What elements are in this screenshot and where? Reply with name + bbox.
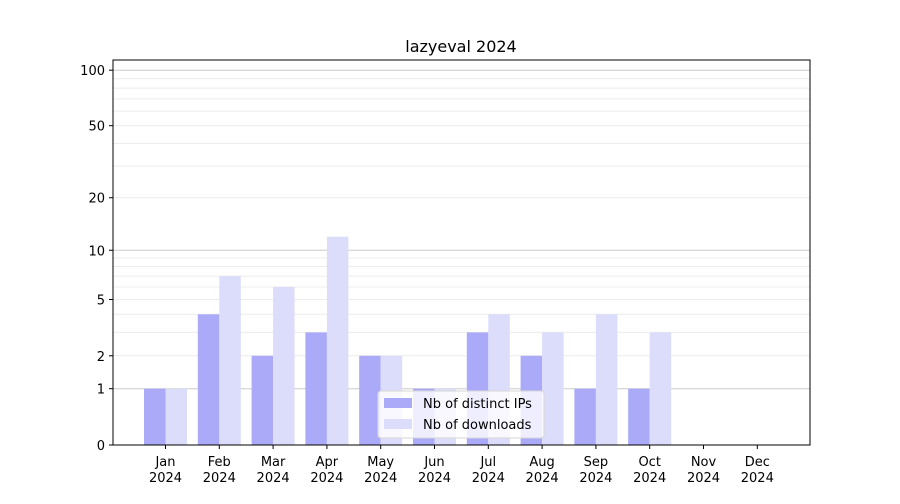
bar-downloads xyxy=(649,332,672,445)
legend-swatch xyxy=(384,419,412,429)
bar-downloads xyxy=(542,332,564,445)
y-tick-label: 50 xyxy=(88,120,105,135)
bar-distinct-ips xyxy=(628,388,650,445)
x-tick-label: Sep 2024 xyxy=(579,455,612,486)
bar-distinct-ips xyxy=(144,388,166,445)
y-tick-label: 2 xyxy=(97,350,105,365)
x-tick-label: May 2024 xyxy=(364,455,397,486)
x-tick-label: Jan 2024 xyxy=(149,455,182,486)
bar-distinct-ips xyxy=(251,355,274,445)
legend-box xyxy=(377,390,545,439)
y-tick-label: 1 xyxy=(97,383,105,398)
bar-downloads xyxy=(165,388,187,445)
x-tick-label: Dec 2024 xyxy=(741,455,774,486)
bar-distinct-ips xyxy=(359,355,381,445)
bar-distinct-ips xyxy=(197,314,220,445)
y-tick-label: 10 xyxy=(88,244,105,259)
legend-label: Nb of downloads xyxy=(423,418,532,433)
x-tick-label: Oct 2024 xyxy=(633,455,666,486)
x-tick-label: Feb 2024 xyxy=(203,455,236,486)
y-tick-label: 0 xyxy=(97,439,105,454)
x-tick-label: Apr 2024 xyxy=(310,455,343,486)
x-tick-label: Jul 2024 xyxy=(472,455,505,486)
plot-frame xyxy=(112,59,811,446)
bar-downloads xyxy=(219,276,241,445)
bar-distinct-ips xyxy=(305,332,327,445)
bar-downloads xyxy=(595,314,618,445)
y-tick-label: 100 xyxy=(80,64,105,79)
x-tick-label: Aug 2024 xyxy=(526,455,559,486)
legend-label: Nb of distinct IPs xyxy=(423,397,532,412)
legend-swatch xyxy=(384,398,412,408)
bar-distinct-ips xyxy=(574,388,596,445)
bar-downloads xyxy=(273,286,295,445)
chart-title: lazyeval 2024 xyxy=(405,37,516,56)
x-tick-label: Mar 2024 xyxy=(257,455,290,486)
y-tick-label: 5 xyxy=(97,293,105,308)
x-tick-label: Nov 2024 xyxy=(687,455,720,486)
x-tick-label: Jun 2024 xyxy=(418,455,451,486)
legend: Nb of distinct IPs Nb of downloads xyxy=(377,390,545,439)
bar-downloads xyxy=(326,236,349,445)
y-tick-label: 20 xyxy=(88,192,105,207)
